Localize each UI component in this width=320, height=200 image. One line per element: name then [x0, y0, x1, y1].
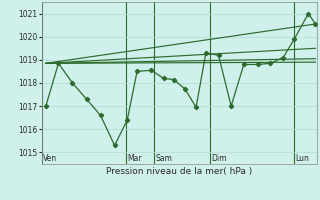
Text: Ven: Ven: [43, 154, 57, 163]
Text: Dim: Dim: [212, 154, 227, 163]
X-axis label: Pression niveau de la mer( hPa ): Pression niveau de la mer( hPa ): [106, 167, 252, 176]
Text: Lun: Lun: [296, 154, 310, 163]
Text: Sam: Sam: [155, 154, 172, 163]
Text: Mar: Mar: [127, 154, 142, 163]
